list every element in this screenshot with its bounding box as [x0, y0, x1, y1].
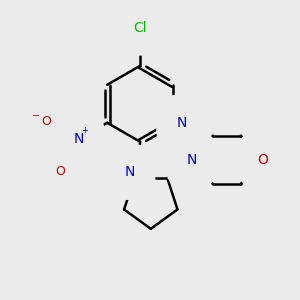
Text: N: N — [74, 132, 84, 146]
Text: N: N — [124, 165, 134, 179]
Text: N: N — [177, 116, 188, 130]
Text: N: N — [186, 153, 197, 167]
Text: O: O — [258, 153, 268, 167]
Text: +: + — [81, 125, 88, 134]
Text: O: O — [41, 115, 51, 128]
Text: Cl: Cl — [133, 21, 147, 35]
Text: −: − — [32, 111, 40, 121]
Text: O: O — [56, 165, 65, 178]
